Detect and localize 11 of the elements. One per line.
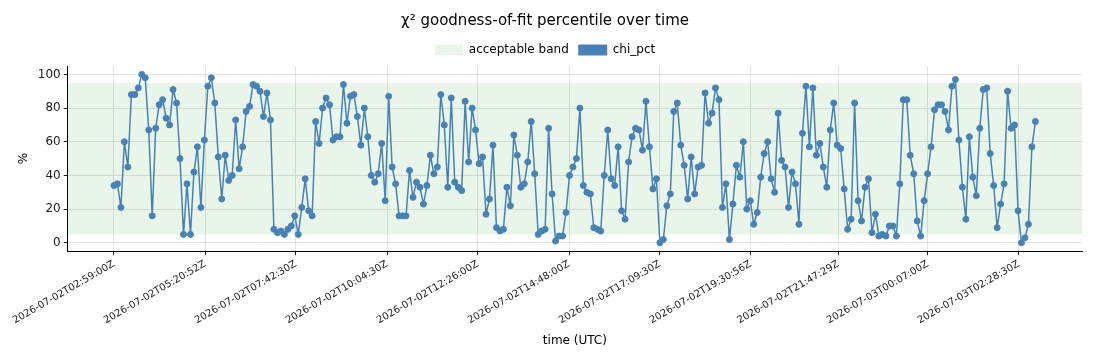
- legend-label: acceptable band: [468, 42, 569, 57]
- y-tick-label: 20: [45, 201, 61, 216]
- chart-title: χ² goodness-of-fit percentile over time: [401, 10, 689, 29]
- y-tick-label: 40: [45, 167, 61, 182]
- y-tick-label: 60: [45, 133, 61, 148]
- y-tick-label: 100: [37, 66, 61, 81]
- y-tick-label: 0: [53, 234, 61, 249]
- y-axis-title: %: [15, 152, 30, 165]
- x-axis-title: time (UTC): [542, 332, 607, 347]
- y-tick-label: 80: [45, 100, 61, 115]
- legend-label: chi_pct: [612, 42, 656, 57]
